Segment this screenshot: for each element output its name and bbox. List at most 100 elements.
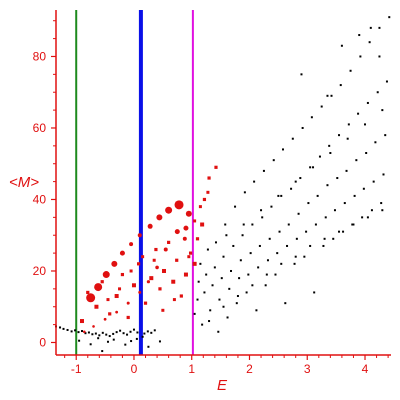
point-s1-8 xyxy=(80,330,83,333)
point-s2-13 xyxy=(174,229,180,235)
point-s1-29 xyxy=(78,339,81,342)
point-s3-5 xyxy=(108,312,112,316)
point-s3-12 xyxy=(149,276,154,281)
point-s1-19 xyxy=(119,329,122,332)
point-s1-128 xyxy=(361,216,364,219)
point-s1-40 xyxy=(141,335,144,338)
point-s1-96 xyxy=(299,177,302,180)
point-s1-16 xyxy=(108,335,111,338)
point-s1-113 xyxy=(332,237,335,240)
point-s1-92 xyxy=(291,137,294,140)
point-s1-60 xyxy=(230,269,233,272)
y-tick-label-4: 60 xyxy=(33,121,47,135)
point-s1-145 xyxy=(236,295,239,298)
y-tick-label-3: 40 xyxy=(33,192,47,206)
point-s1-139 xyxy=(382,173,385,176)
point-s1-75 xyxy=(258,244,261,247)
point-s1-137 xyxy=(378,26,381,29)
point-s3-29 xyxy=(198,205,202,209)
point-s2-3 xyxy=(102,271,110,279)
point-s1-111 xyxy=(328,144,331,147)
point-s1-20 xyxy=(122,332,125,335)
point-s3-9 xyxy=(131,283,136,288)
point-s3-13 xyxy=(154,247,158,252)
point-s1-121 xyxy=(347,123,350,126)
point-s1-127 xyxy=(359,55,362,58)
point-s1-108 xyxy=(322,244,325,247)
point-s1-71 xyxy=(251,223,254,226)
point-s1-47 xyxy=(205,273,208,276)
point-s1-169 xyxy=(358,34,361,37)
point-s3-11 xyxy=(143,301,148,305)
axes xyxy=(55,10,391,356)
point-s1-168 xyxy=(340,44,343,47)
x-tick-label-2: 0 xyxy=(131,362,138,376)
point-s1-73 xyxy=(255,309,258,312)
point-s3-21 xyxy=(188,251,193,255)
point-s1-9 xyxy=(84,332,87,335)
point-s3-1 xyxy=(79,319,84,324)
point-s1-149 xyxy=(294,255,297,258)
point-s3-20 xyxy=(183,272,188,277)
point-s2-4 xyxy=(111,260,118,267)
point-s2-14 xyxy=(163,247,168,252)
point-s1-141 xyxy=(385,80,388,83)
point-s1-36 xyxy=(158,340,161,343)
point-s1-112 xyxy=(330,94,333,97)
point-s1-153 xyxy=(352,223,355,226)
point-s1-102 xyxy=(310,116,313,119)
point-s1-130 xyxy=(365,152,368,155)
point-s1-109 xyxy=(324,216,327,219)
point-s1-30 xyxy=(89,343,92,346)
point-s1-21 xyxy=(126,333,129,336)
point-s2-17 xyxy=(138,290,142,294)
point-s1-157 xyxy=(242,223,245,226)
point-s1-160 xyxy=(294,180,297,183)
point-s2-11 xyxy=(174,200,184,210)
point-s3-17 xyxy=(171,279,176,284)
point-s1-54 xyxy=(218,298,221,301)
point-s1-4 xyxy=(66,328,69,331)
point-s1-42 xyxy=(196,298,199,301)
point-s3-28 xyxy=(206,190,210,194)
point-s1-171 xyxy=(378,55,381,58)
point-s3-4 xyxy=(100,280,104,284)
point-s1-52 xyxy=(214,241,217,244)
point-s3-38 xyxy=(106,298,110,302)
point-s1-165 xyxy=(381,109,384,112)
point-s3-7 xyxy=(120,272,125,277)
point-s1-120 xyxy=(345,169,348,172)
point-s1-68 xyxy=(245,291,248,294)
point-s2-24 xyxy=(182,236,187,241)
point-s1-126 xyxy=(357,112,360,115)
x-tick-label-6: 4 xyxy=(362,362,369,376)
point-s3-14 xyxy=(158,287,162,291)
point-s1-44 xyxy=(199,262,202,265)
point-s1-99 xyxy=(305,230,308,233)
point-s3-27 xyxy=(214,165,218,169)
point-s1-167 xyxy=(326,94,329,97)
point-s1-136 xyxy=(376,91,379,94)
point-s3-2 xyxy=(86,290,90,295)
point-s1-28 xyxy=(153,329,156,332)
point-s3-34 xyxy=(152,258,156,262)
point-s1-114 xyxy=(333,209,336,212)
point-s1-94 xyxy=(295,237,298,240)
point-s1-12 xyxy=(94,332,97,335)
point-s1-66 xyxy=(241,234,244,237)
point-s1-140 xyxy=(384,134,387,137)
point-s1-33 xyxy=(124,343,127,346)
point-s1-150 xyxy=(309,244,312,247)
point-s1-61 xyxy=(232,244,235,247)
point-s1-146 xyxy=(251,284,254,287)
point-s1-116 xyxy=(338,134,341,137)
point-s1-156 xyxy=(225,234,228,237)
point-s1-27 xyxy=(150,331,153,334)
point-s1-110 xyxy=(326,184,329,187)
point-s1-152 xyxy=(338,230,341,233)
point-s3-31 xyxy=(187,255,191,259)
point-s3-19 xyxy=(179,294,183,298)
point-s2-8 xyxy=(147,223,153,229)
point-s3-25 xyxy=(202,197,207,202)
